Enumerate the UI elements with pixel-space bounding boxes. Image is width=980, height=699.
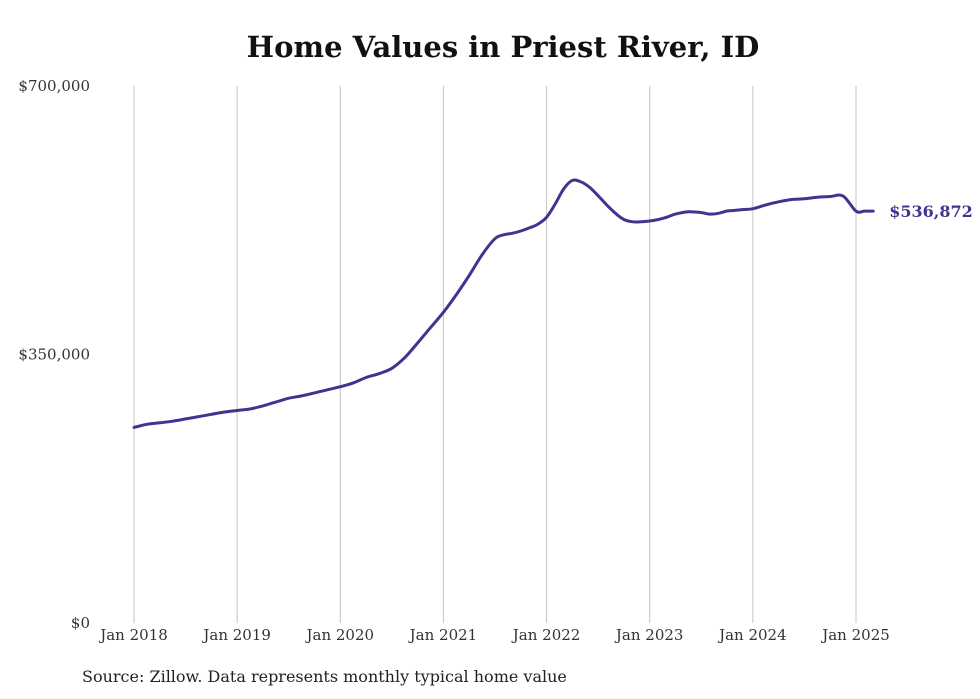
x-tick-label: Jan 2023 <box>614 626 684 644</box>
series-line <box>132 178 875 429</box>
y-tick-label: $350,000 <box>18 346 90 364</box>
x-tick-label: Jan 2025 <box>820 626 890 644</box>
x-tick-label: Jan 2022 <box>511 626 581 644</box>
x-tick-label: Jan 2018 <box>98 626 168 644</box>
end-value-label: $536,872 <box>889 202 973 221</box>
series-layer <box>132 178 875 429</box>
x-tick-label: Jan 2020 <box>305 626 375 644</box>
end-label-layer: $536,872 <box>889 202 973 221</box>
x-tick-label: Jan 2024 <box>717 626 787 644</box>
x-tick-label: Jan 2021 <box>408 626 478 644</box>
y-tick-label: $0 <box>71 614 90 632</box>
x-tick-label: Jan 2019 <box>201 626 271 644</box>
source-note: Source: Zillow. Data represents monthly … <box>82 667 567 686</box>
chart-title: Home Values in Priest River, ID <box>246 30 760 64</box>
y-tick-label: $700,000 <box>18 77 90 95</box>
x-axis-ticks: Jan 2018 Jan 2019 Jan 2020 Jan 2021 Jan 2022… <box>98 626 890 644</box>
y-axis-ticks: $0 $350,000 $700,000 <box>18 77 90 632</box>
gridlines <box>133 86 857 623</box>
